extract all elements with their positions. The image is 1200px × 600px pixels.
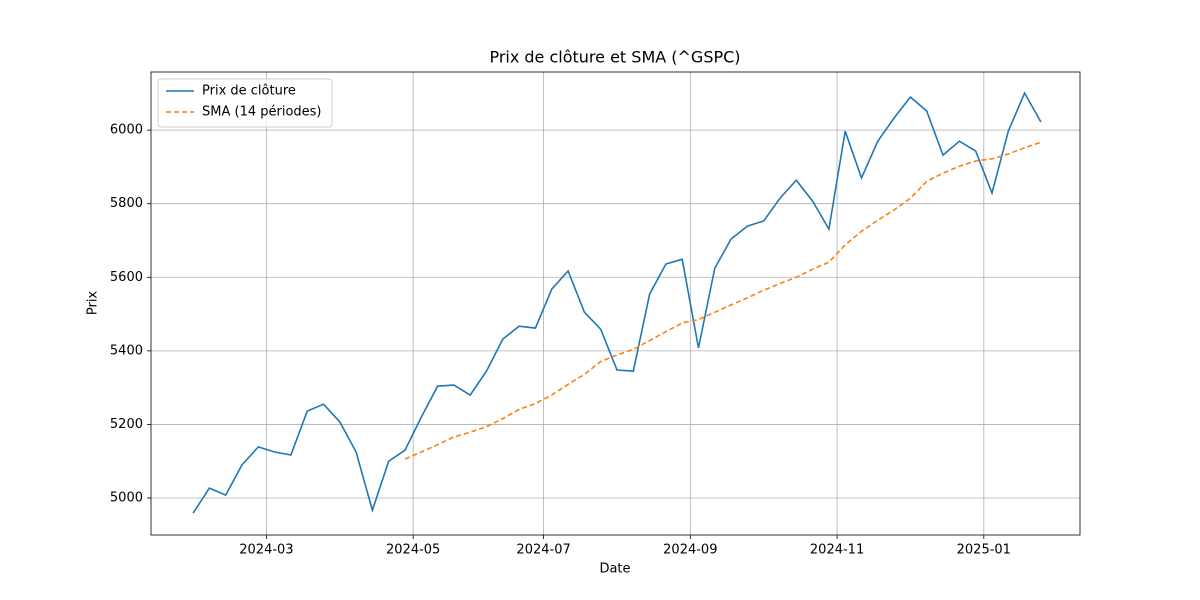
legend-box	[157, 78, 333, 128]
x-tick-label: 2025-01	[957, 543, 1011, 558]
y-tick-label: 5400	[110, 343, 143, 358]
x-tick-label: 2024-05	[386, 543, 440, 558]
y-axis-label: Prix	[86, 291, 101, 316]
y-tick-label: 5000	[110, 491, 143, 506]
x-axis-label: Date	[599, 562, 630, 577]
x-tick-label: 2024-11	[810, 543, 864, 558]
legend-label: Prix de clôture	[202, 84, 296, 99]
x-tick-label: 2024-09	[663, 543, 717, 558]
chart-title: Prix de clôture et SMA (^GSPC)	[489, 48, 740, 67]
legend-label: SMA (14 périodes)	[202, 105, 322, 120]
y-tick-label: 6000	[110, 123, 143, 138]
y-tick-label: 5600	[110, 270, 143, 285]
series-line	[404, 141, 1042, 460]
y-tick-label: 5200	[110, 417, 143, 432]
x-tick-label: 2024-03	[239, 543, 293, 558]
y-tick-label: 5800	[110, 196, 143, 211]
x-tick-label: 2024-07	[516, 543, 570, 558]
legend: Prix de clôture SMA (14 périodes)	[157, 78, 333, 128]
series-line	[192, 91, 1042, 514]
plot-frame	[150, 71, 1081, 536]
